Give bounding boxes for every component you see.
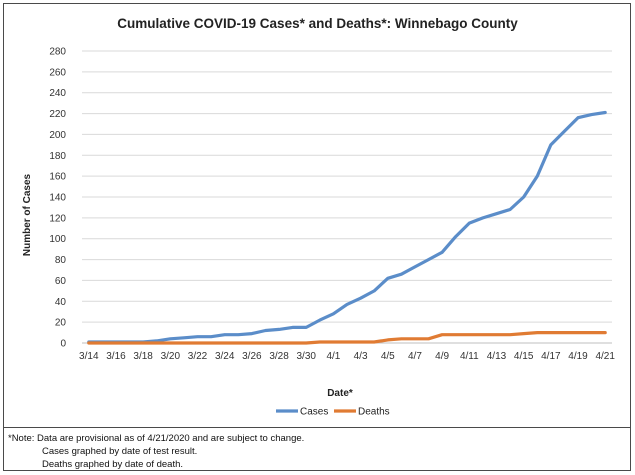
y-tick-280: 280 <box>49 47 66 58</box>
y-tick-200: 200 <box>49 130 66 141</box>
x-tick-4-21: 4/21 <box>595 351 615 362</box>
x-tick-3-22: 3/22 <box>188 351 208 362</box>
y-tick-20: 20 <box>55 318 67 329</box>
series-lines <box>87 110 607 345</box>
y-tick-80: 80 <box>55 255 67 266</box>
x-tick-labels: 3/14 3/16 3/18 3/20 3/22 3/24 3/26 3/28 3/30 4/1 4… <box>79 351 615 362</box>
legend: Cases Deaths <box>276 407 390 418</box>
note-line-3: Deaths graphed by date of death. <box>42 459 184 470</box>
x-tick-3-16: 3/16 <box>106 351 126 362</box>
y-tick-100: 100 <box>49 234 66 245</box>
x-tick-4-7: 4/7 <box>408 351 422 362</box>
gridlines <box>82 50 612 344</box>
legend-item-deaths: Deaths <box>334 407 390 418</box>
y-tick-120: 120 <box>49 213 66 224</box>
x-tick-3-26: 3/26 <box>242 351 262 362</box>
x-tick-3-14: 3/14 <box>79 351 99 362</box>
y-tick-180: 180 <box>49 151 66 162</box>
x-tick-3-20: 3/20 <box>161 351 181 362</box>
x-tick-3-28: 3/28 <box>269 351 289 362</box>
x-tick-4-13: 4/13 <box>487 351 507 362</box>
legend-label-deaths: Deaths <box>358 407 390 418</box>
x-tick-3-18: 3/18 <box>133 351 153 362</box>
x-tick-3-24: 3/24 <box>215 351 235 362</box>
x-tick-4-17: 4/17 <box>541 351 561 362</box>
y-tick-220: 220 <box>49 109 66 120</box>
y-tick-60: 60 <box>55 276 67 287</box>
note-line-2: Cases graphed by date of test result. <box>42 446 198 457</box>
y-axis-label: Number of Cases <box>22 173 33 256</box>
x-tick-4-11: 4/11 <box>460 351 479 362</box>
series-line-deaths <box>87 331 607 345</box>
y-tick-260: 260 <box>49 67 66 78</box>
note-line-1: *Note: Data are provisional as of 4/21/2… <box>8 433 305 444</box>
chart-notes: *Note: Data are provisional as of 4/21/2… <box>8 432 304 471</box>
chart-title: Cumulative COVID-19 Cases* and Deaths*: … <box>117 16 518 31</box>
x-axis-label: Date* <box>327 388 353 399</box>
y-tick-labels: 0 20 40 60 80 100 120 140 160 180 200 220 240 260 280 <box>49 47 66 350</box>
line-chart: 020406080100120140160180200220240260280 … <box>22 47 615 418</box>
y-tick-0: 0 <box>60 339 66 350</box>
x-tick-4-5: 4/5 <box>381 351 395 362</box>
x-tick-4-3: 4/3 <box>354 351 368 362</box>
legend-label-cases: Cases <box>300 407 328 418</box>
y-tick-40: 40 <box>55 297 67 308</box>
x-tick-3-30: 3/30 <box>296 351 316 362</box>
chart-frame <box>3 3 631 471</box>
series-line-cases <box>87 110 607 344</box>
legend-item-cases: Cases <box>276 407 328 418</box>
notes-divider <box>3 427 631 428</box>
y-tick-140: 140 <box>49 193 66 204</box>
x-tick-4-9: 4/9 <box>435 351 449 362</box>
x-tick-4-15: 4/15 <box>514 351 534 362</box>
y-tick-160: 160 <box>49 172 66 183</box>
x-tick-4-1: 4/1 <box>326 351 340 362</box>
x-tick-4-19: 4/19 <box>568 351 588 362</box>
y-tick-240: 240 <box>49 88 66 99</box>
